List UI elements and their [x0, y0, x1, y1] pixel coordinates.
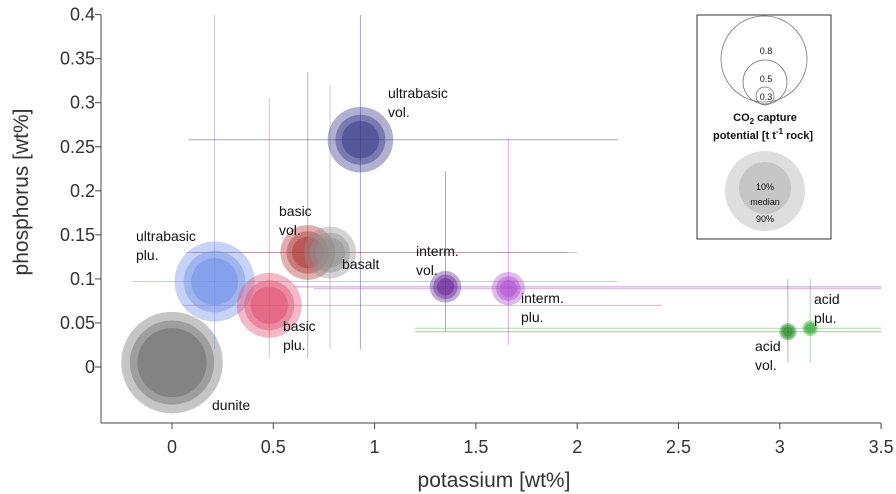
basic-vol-label: basic — [279, 203, 312, 219]
x-tick-label: 2 — [572, 437, 582, 457]
x-tick-label: 1 — [370, 437, 380, 457]
legend-size-circle-small — [755, 86, 775, 106]
acid-vol-label: acid — [755, 338, 781, 354]
ultrabasic-plu-label: plu. — [136, 247, 159, 263]
interm-plu-bubble-10 — [499, 279, 517, 298]
basic-plu-bubble-10 — [250, 286, 288, 325]
y-tick-label: 0.1 — [70, 269, 95, 289]
legend-size-value-medium: 0.5 — [760, 74, 773, 84]
acid-plu-label: acid — [814, 291, 840, 307]
y-tick-label: 0.05 — [60, 313, 95, 333]
legend-size-circle-large — [720, 15, 808, 103]
x-axis-title: potassium [wt%] — [418, 469, 571, 492]
legend-size-value-small: 0.3 — [760, 92, 773, 102]
dunite-bubble-10 — [137, 327, 207, 398]
ultrabasic-plu-bubble-10 — [191, 258, 238, 305]
acid-plu-bubble-10 — [805, 323, 816, 334]
x-tick-label: 3 — [775, 437, 785, 457]
y-tick-label: 0.3 — [70, 93, 95, 113]
legend-size-title-line1: CO2 capture — [733, 112, 797, 126]
legend-percentile-10-label: 10% — [756, 182, 774, 192]
y-ticks: 0 0.05 0.1 0.15 0.2 0.25 0.3 0.35 0.4 — [60, 5, 101, 377]
acid-plu-label: plu. — [814, 310, 837, 326]
legend-size-circle-medium — [742, 59, 788, 105]
acid-vol-bubble-10 — [782, 326, 793, 337]
basalt-label: basalt — [342, 256, 379, 272]
x-tick-label: 2.5 — [666, 437, 691, 457]
legend-size-title-line2: potential [t t-1 rock] — [713, 127, 813, 142]
interm-vol-label: interm. — [416, 243, 459, 259]
x-tick-label: 3.5 — [869, 437, 894, 457]
ultrabasic-plu-label: ultrabasic — [136, 228, 196, 244]
ultrabasic-vol-label: vol. — [388, 104, 410, 120]
x-ticks: 0 0.5 1 1.5 2 2.5 3 3.5 — [167, 423, 894, 457]
legend-size-value-large: 0.8 — [760, 46, 773, 56]
x-tick-label: 0 — [167, 437, 177, 457]
interm-plu-label: plu. — [521, 309, 544, 325]
x-tick-label: 1.5 — [463, 437, 488, 457]
legend: 0.8 0.5 0.3 CO2 capture potential [t t-1… — [696, 14, 832, 240]
y-tick-label: 0 — [85, 357, 95, 377]
interm-plu-label: interm. — [521, 290, 564, 306]
basalt-bubble-10 — [315, 237, 346, 268]
bubbles-layer — [121, 106, 819, 414]
basic-plu-label: basic — [283, 318, 316, 334]
dunite-label: dunite — [212, 397, 250, 413]
x-tick-label: 0.5 — [261, 437, 286, 457]
interm-vol-bubble-10 — [436, 278, 455, 296]
legend-percentile-90-label: 90% — [756, 214, 774, 224]
basic-vol-bubble-10 — [291, 236, 324, 269]
basic-vol-label: vol. — [279, 222, 301, 238]
error-bars-layer — [131, 15, 881, 363]
y-tick-label: 0.2 — [70, 181, 95, 201]
y-tick-label: 0.25 — [60, 137, 95, 157]
ultrabasic-vol-bubble-10 — [341, 120, 380, 159]
y-tick-label: 0.35 — [60, 49, 95, 69]
legend-percentile-median-circle — [739, 162, 791, 214]
y-tick-label: 0.15 — [60, 225, 95, 245]
ultrabasic-vol-label: ultrabasic — [388, 85, 448, 101]
interm-vol-label: vol. — [416, 262, 438, 278]
point-labels-layer: dunite ultrabasic plu. basic plu. basic vol. ba… — [136, 85, 840, 413]
basic-plu-label: plu. — [283, 337, 306, 353]
axes: 0 0.5 1 1.5 2 2.5 3 3.5 00.050.10.150.20.250.30… — [10, 5, 894, 492]
y-axis-title: phosphorus [wt%] — [10, 109, 33, 276]
acid-vol-label: vol. — [755, 357, 777, 373]
y-tick-label: 0.4 — [70, 5, 95, 25]
legend-percentile-median-label: median — [750, 197, 780, 207]
